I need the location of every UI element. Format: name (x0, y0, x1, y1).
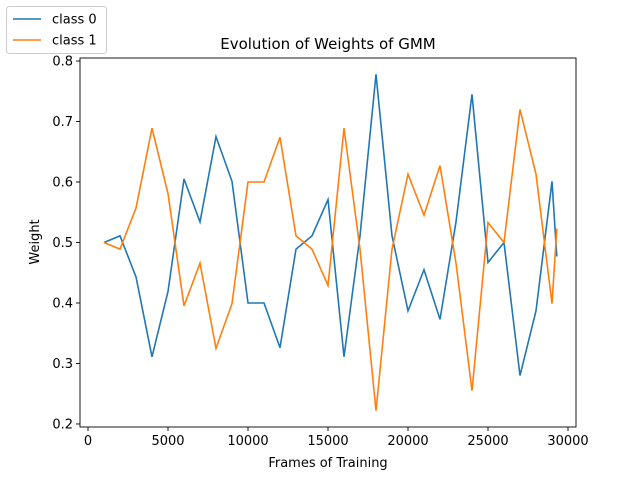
axes-layer: 0 5000 10000 15000 20000 25000 30000 0.2 0.3 0.4 0… (52, 55, 588, 449)
x-tick-label: 15000 (307, 434, 348, 449)
x-tick-label: 25000 (467, 434, 508, 449)
y-tick-label: 0.2 (52, 417, 73, 432)
series-line-class-0 (103, 74, 558, 376)
legend: class 0 class 1 (6, 6, 107, 54)
x-tick-label: 30000 (547, 434, 588, 449)
x-tick-label: 5000 (151, 434, 184, 449)
y-tick-label: 0.5 (52, 236, 73, 251)
x-tick-label: 20000 (387, 434, 428, 449)
legend-label: class 1 (52, 34, 97, 49)
series-layer (103, 74, 558, 411)
y-tick-label: 0.8 (52, 55, 73, 70)
x-tick-label: 0 (84, 434, 92, 449)
x-axis-label: Frames of Training (268, 456, 387, 471)
y-axis-label: Weight (28, 219, 43, 264)
y-tick-label: 0.3 (52, 357, 73, 372)
y-tick-label: 0.7 (52, 115, 73, 130)
series-line-class-1 (103, 109, 558, 411)
x-tick-label: 10000 (227, 434, 268, 449)
y-tick-label: 0.6 (52, 176, 73, 191)
legend-label: class 0 (52, 13, 97, 28)
chart-title: Evolution of Weights of GMM (220, 35, 436, 53)
y-tick-label: 0.4 (52, 296, 73, 311)
